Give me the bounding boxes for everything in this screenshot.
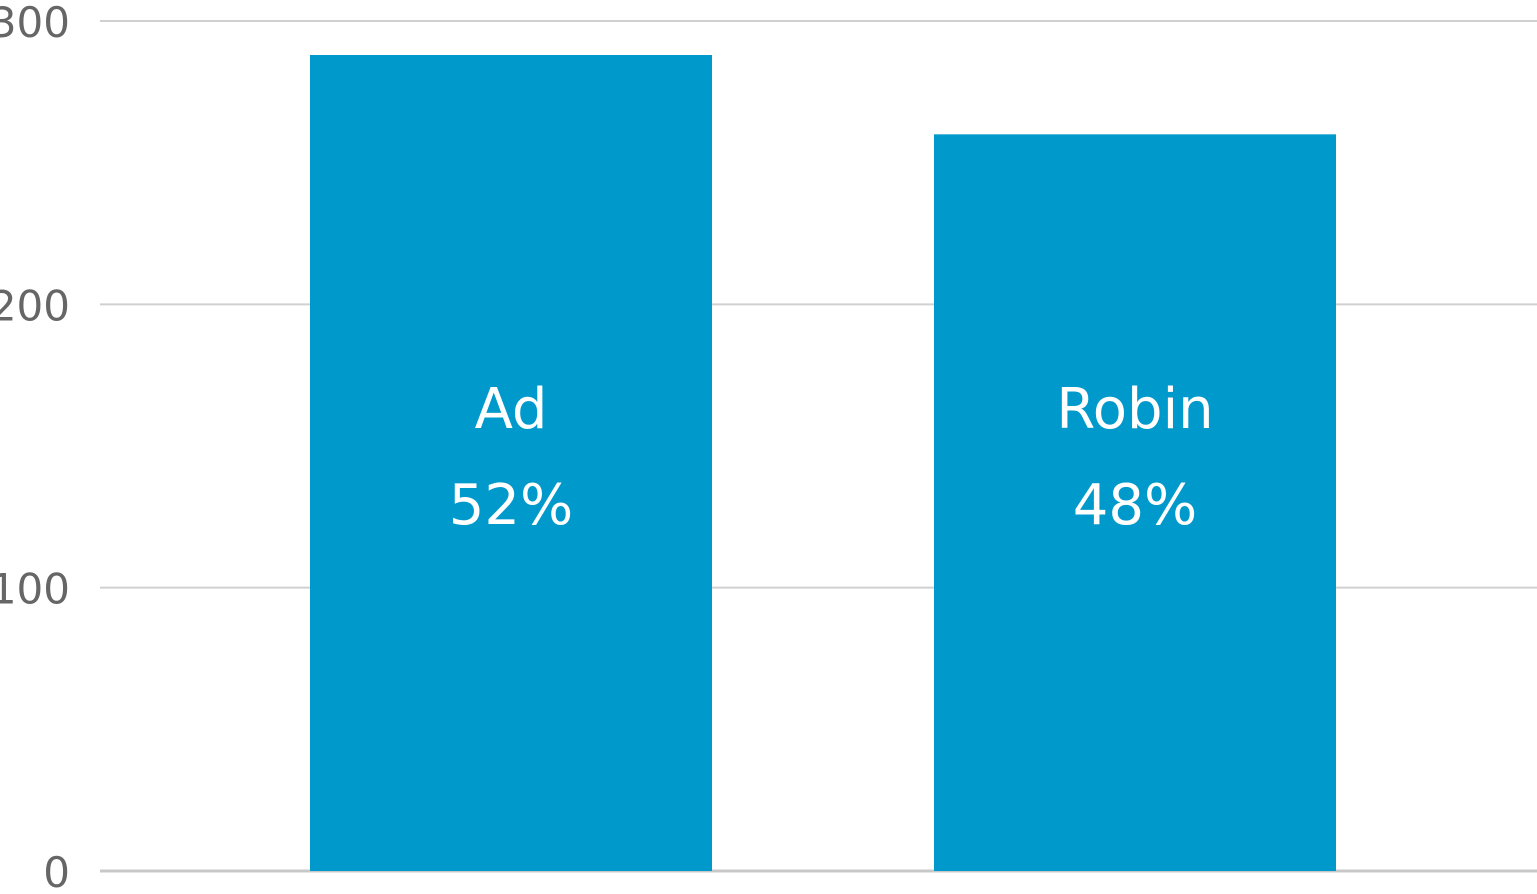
y-tick-label-200: 200 (0, 281, 70, 330)
bar-category-label-robin: Robin (1056, 377, 1213, 442)
bar-percent-label-ad: 52% (449, 473, 573, 538)
y-tick-label-300: 300 (0, 0, 70, 47)
bar-robin (934, 134, 1336, 872)
y-tick-label-0: 0 (43, 848, 70, 894)
bars (310, 55, 1336, 872)
y-axis-tick-labels: 0 100 200 300 (0, 0, 70, 894)
y-tick-label-100: 100 (0, 565, 70, 614)
bar-category-label-ad: Ad (475, 377, 548, 442)
bar-percent-label-robin: 48% (1073, 473, 1197, 538)
bar-ad (310, 55, 712, 871)
bar-labels: Ad 52% Robin 48% (449, 377, 1214, 538)
